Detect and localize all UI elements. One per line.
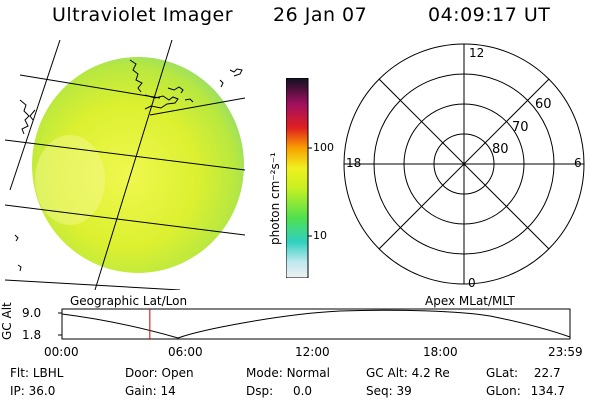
gain-value: 14 (160, 384, 176, 398)
gcalt-value: 4.2 Re (411, 366, 450, 380)
status-gain: Gain: 14 (125, 384, 176, 398)
status-dsp: Dsp: 0.0 (246, 384, 312, 398)
altitude-curve (61, 309, 571, 339)
time-tick-1800: 18:00 (423, 345, 458, 359)
colorbar-tick-10: 10 (313, 229, 327, 242)
door-value: Open (161, 366, 194, 380)
status-glon: GLon: 134.7 (486, 384, 565, 398)
status-glat: GLat: 22.7 (486, 366, 561, 380)
ip-label: IP: (10, 384, 25, 398)
geographic-label: Geographic Lat/Lon (70, 294, 188, 308)
glat-label: GLat: (486, 366, 519, 380)
mlt-label-6: 6 (574, 156, 582, 170)
mlt-label-12: 12 (469, 46, 485, 60)
mlt-label-0: 0 (468, 276, 476, 290)
polar-mlat-mlt-plot (343, 43, 585, 285)
status-ip: IP: 36.0 (10, 384, 55, 398)
mlat-label-70: 70 (512, 120, 529, 135)
mlat-label-80: 80 (492, 142, 509, 157)
alt-tick-9: 9.0 (22, 306, 42, 320)
geo-grid (4, 40, 246, 290)
mode-value: Normal (286, 366, 330, 380)
mlat-label-60: 60 (535, 97, 552, 112)
altitude-plot (58, 308, 571, 340)
status-gcalt: GC Alt: 4.2 Re (366, 366, 450, 380)
dsp-label: Dsp: (246, 384, 274, 398)
apex-label: Apex MLat/MLT (425, 294, 515, 308)
seq-value: 39 (396, 384, 412, 398)
status-flt: Flt: LBHL (10, 366, 63, 380)
time-tick-0600: 06:00 (168, 345, 203, 359)
time-tick-2359: 23:59 (548, 345, 583, 359)
time-tick-0000: 00:00 (44, 345, 79, 359)
colorbar-tick-100: 100 (313, 141, 334, 154)
mode-label: Mode: (246, 366, 283, 380)
gain-label: Gain: (125, 384, 157, 398)
status-mode: Mode: Normal (246, 366, 330, 380)
date-label: 26 Jan 07 (273, 4, 368, 26)
time-tick-1200: 12:00 (295, 345, 330, 359)
glat-value: 22.7 (533, 366, 561, 380)
glon-value: 134.7 (530, 384, 565, 398)
status-seq: Seq: 39 (366, 384, 412, 398)
alt-y-label: GC Alt (0, 302, 14, 340)
colorbar-unit-label: photon cm⁻²s⁻¹ (268, 152, 282, 245)
alt-tick-1-8: 1.8 (22, 328, 42, 342)
status-door: Door: Open (125, 366, 194, 380)
app-title: Ultraviolet Imager (52, 4, 234, 26)
door-label: Door: (125, 366, 158, 380)
coastline (14, 59, 243, 272)
mlt-label-18: 18 (346, 156, 362, 170)
flt-value: LBHL (32, 366, 64, 380)
glon-label: GLon: (486, 384, 521, 398)
uv-globe-image (4, 40, 246, 290)
dsp-value: 0.0 (292, 384, 313, 398)
ip-value: 36.0 (28, 384, 56, 398)
seq-label: Seq: (366, 384, 393, 398)
colorbar (286, 78, 312, 278)
time-label: 04:09:17 UT (428, 4, 551, 26)
gcalt-label: GC Alt: (366, 366, 408, 380)
flt-label: Flt: (10, 366, 29, 380)
